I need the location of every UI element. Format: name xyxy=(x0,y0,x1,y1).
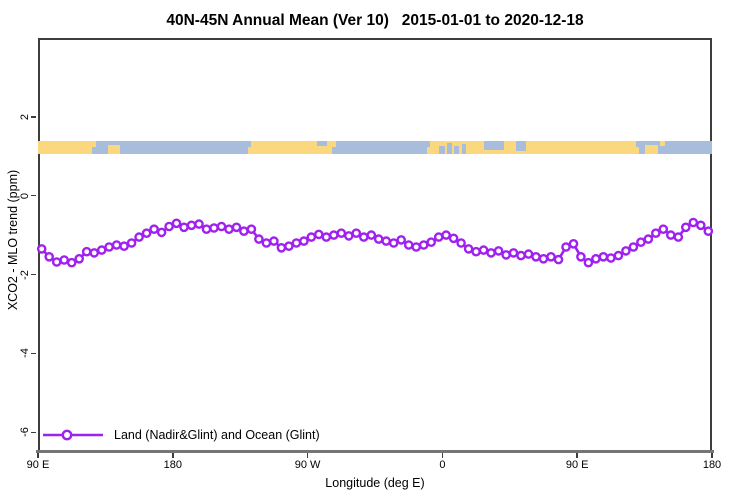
x-tick-mark xyxy=(711,453,713,458)
land-segment xyxy=(644,145,659,154)
x-tick-mark xyxy=(576,453,578,458)
ocean-segment xyxy=(635,140,639,147)
ocean-segment xyxy=(515,140,527,151)
plot-area xyxy=(38,38,712,451)
y-tick-mark xyxy=(31,194,36,197)
x-axis-title: Longitude (deg E) xyxy=(325,476,425,490)
land-segment xyxy=(660,140,665,147)
land-segment xyxy=(247,147,252,154)
x-tick-label: 180 xyxy=(702,459,722,471)
legend-label: Land (Nadir&Glint) and Ocean (Glint) xyxy=(114,428,320,442)
ocean-segment xyxy=(461,143,467,154)
y-axis-title: XCO2 - MLO trend (ppm) xyxy=(6,169,20,311)
y-tick-mark xyxy=(31,431,36,434)
chart-title: 40N-45N Annual Mean (Ver 10) 2015-01-01 … xyxy=(166,12,584,29)
y-tick-label: -6 xyxy=(19,427,31,438)
x-tick-mark xyxy=(172,453,174,458)
x-tick-mark xyxy=(441,453,444,458)
ocean-segment xyxy=(95,140,252,154)
ocean-segment xyxy=(484,140,504,151)
y-tick-mark xyxy=(31,273,36,276)
map-band xyxy=(38,140,712,154)
ocean-segment xyxy=(426,140,431,147)
y-tick-label: -2 xyxy=(19,269,31,280)
legend: Land (Nadir&Glint) and Ocean (Glint) xyxy=(41,427,320,443)
x-tick-label: 0 xyxy=(439,459,446,471)
x-axis-line xyxy=(36,450,714,453)
land-segment xyxy=(108,145,121,154)
y-tick-mark xyxy=(31,352,36,355)
x-tick-mark xyxy=(37,453,39,458)
ocean-segment xyxy=(439,146,445,154)
ocean-segment xyxy=(454,146,459,154)
y-tick-label: -4 xyxy=(19,348,31,359)
x-tick-label: 90 E xyxy=(565,459,589,471)
y-tick-label: 2 xyxy=(19,113,31,120)
legend-marker-icon xyxy=(43,429,103,441)
ocean-segment xyxy=(331,140,427,154)
ocean-segment xyxy=(446,143,453,154)
x-tick-label: 90 E xyxy=(26,459,50,471)
y-tick-label: 0 xyxy=(19,192,31,199)
x-tick-mark xyxy=(306,453,309,458)
y-tick-mark xyxy=(31,116,36,118)
ocean-segment xyxy=(316,140,328,147)
x-tick-label: 180 xyxy=(163,459,182,471)
x-tick-label: 90 W xyxy=(294,459,321,471)
land-segment xyxy=(331,140,337,147)
ocean-segment xyxy=(91,147,96,154)
